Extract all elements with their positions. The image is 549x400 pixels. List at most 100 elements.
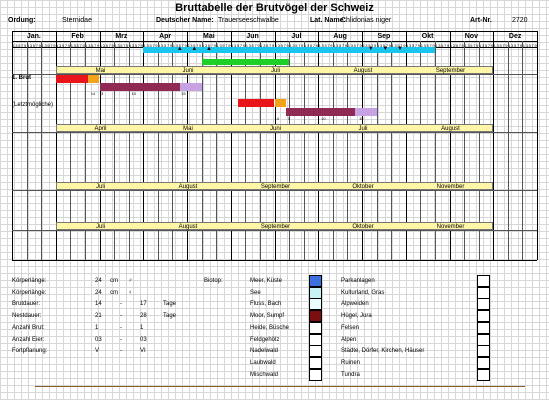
day-number: 7 [50,43,53,48]
day-number: 1 [172,43,176,48]
day-number: 3 [292,43,295,48]
day-number: 9 [242,43,246,48]
habitat-label: Tundra [341,372,360,378]
habitat-checkbox[interactable] [477,298,490,311]
habitat-checkbox[interactable] [477,368,490,381]
day-number: 5 [280,43,283,48]
habitat-checkbox[interactable] [309,286,322,299]
day-number: 3 [423,43,426,48]
decade-separator [26,41,28,260]
habitat-label: Kulturland, Gras [341,290,385,296]
day-number: 9 [403,43,406,48]
phase-tick: 15 [181,91,186,96]
band-month-label: Juli [270,68,280,74]
day-number: 7 [269,43,272,48]
day-number: 7 [356,43,359,48]
day-number: 5 [499,43,502,48]
day-number: 3 [321,43,324,48]
season-marker: ▼ [367,46,374,52]
migration-bar [143,47,435,53]
habitat-label: Fluss, Bach [250,301,282,307]
day-number: 7 [414,43,418,48]
decade-separator [347,41,349,260]
day-number: 9 [374,43,377,48]
day-number: 7 [341,43,345,48]
band-month-label: April [94,126,107,132]
habitat-checkbox[interactable] [309,275,322,287]
phase-tick: 3 [287,116,290,121]
day-number: 7 [108,43,111,48]
day-number: 5 [91,43,94,48]
month-separator [449,31,451,260]
day-number: 7 [458,43,461,48]
day-number: 1 [391,43,394,48]
anzahl-brut-min: 1 [95,325,99,331]
day-number: 3 [204,43,208,48]
day-number: 7 [123,43,126,48]
habitat-checkbox[interactable] [309,321,322,334]
habitat-checkbox[interactable] [477,310,490,323]
day-number: 3 [467,43,470,48]
month-separator [274,31,276,260]
fortpflanzung-label: Fortpflanung: [12,348,48,354]
habitat-label: Alpweiden [341,301,369,307]
day-number: 3 [102,43,106,48]
day-number: 7 [371,43,374,48]
habitat-checkbox[interactable] [477,321,490,334]
month-label: Aug [333,33,347,40]
day-number: 9 [344,43,348,48]
habitat-checkbox[interactable] [477,356,490,369]
habitat-checkbox[interactable] [309,368,322,381]
day-number: 5 [236,43,240,48]
day-number: 9 [126,43,129,48]
anzahl-brut-label: Anzahl Brut: [12,325,45,331]
fledge-bar [354,108,377,116]
nestling-bar [286,108,355,116]
decade-separator [332,41,334,260]
day-number: 1 [201,43,205,48]
brutdauer-label: Brutdauer: [12,301,41,307]
day-number: 5 [309,43,313,48]
month-label: Sep [377,33,391,40]
season-marker: ▼ [382,46,389,52]
day-number: 9 [38,43,41,48]
day-number: 9 [199,43,202,48]
day-number: 9 [67,43,71,48]
habitat-checkbox[interactable] [309,356,322,369]
day-number: 7 [298,43,301,48]
decade-separator [464,41,466,260]
day-number: 3 [481,43,485,48]
fortpflanzung-from: V [95,348,100,354]
habitat-checkbox[interactable] [309,310,322,323]
day-number: 9 [286,43,289,48]
habitat-checkbox[interactable] [477,286,490,299]
habitat-checkbox[interactable] [477,333,490,346]
season-marker: ▲ [205,46,212,52]
day-number: 3 [277,43,281,48]
day-number: 1 [143,43,146,48]
anzahl-brut-dash: - [120,325,122,331]
day-number: 9 [24,43,27,48]
band-row-line [12,230,537,231]
band-month-label: Juli [95,224,105,230]
habitat-checkbox[interactable] [309,345,322,358]
koerper2-value: 24 [95,290,102,296]
day-number: 5 [164,43,167,48]
day-number: 7 [312,43,316,48]
day-number: 9 [140,43,143,48]
day-number: 5 [382,43,386,48]
biotop-label: Biotop: [204,278,223,284]
day-number: 5 [120,43,123,48]
band-month-label: September [435,68,466,74]
habitat-checkbox[interactable] [309,333,322,346]
day-number: 3 [394,43,397,48]
habitat-checkbox[interactable] [477,275,490,287]
day-number: 1 [158,43,161,48]
habitat-checkbox[interactable] [309,298,322,311]
day-number: 3 [452,43,456,48]
day-number: 5 [514,43,517,48]
band-row-line [12,74,537,75]
day-number: 9 [417,43,421,48]
koerper2-unit: cm [110,290,118,296]
habitat-checkbox[interactable] [477,345,490,358]
